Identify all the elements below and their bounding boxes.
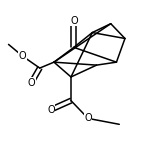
Text: O: O	[47, 104, 55, 115]
Text: O: O	[84, 113, 92, 123]
Text: O: O	[27, 78, 35, 88]
Text: O: O	[70, 16, 78, 26]
Text: O: O	[19, 51, 27, 61]
